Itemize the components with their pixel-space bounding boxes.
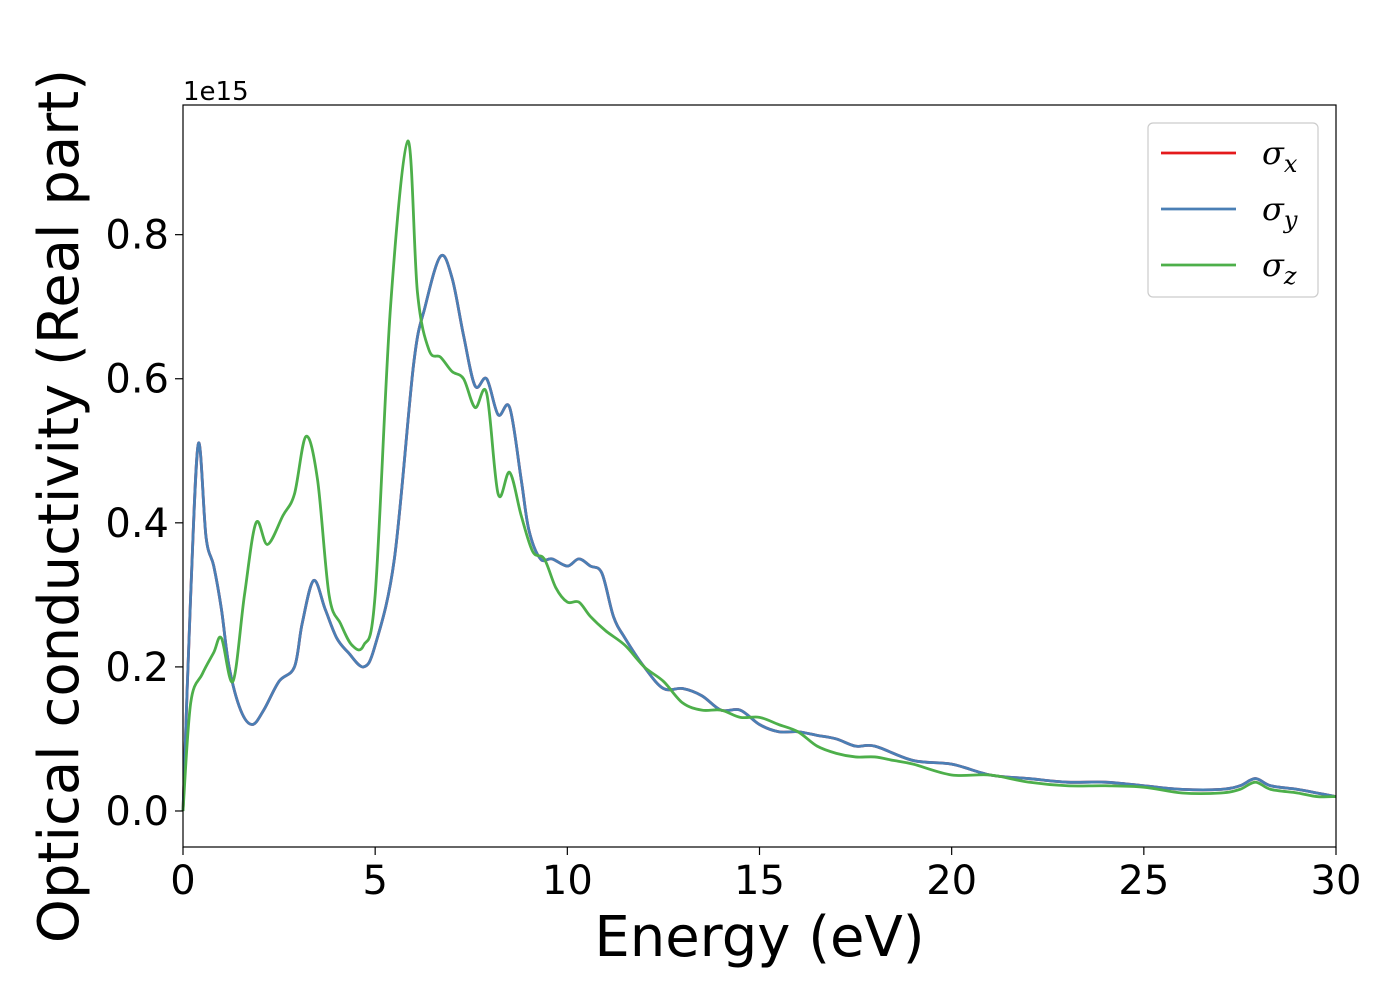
legend-label-y: σy <box>1262 190 1298 234</box>
y-tick-label: 0.0 <box>105 789 169 835</box>
legend-label-symbol: σ <box>1262 134 1285 172</box>
x-tick-label: 15 <box>734 858 785 904</box>
legend-label-symbol: σ <box>1262 190 1285 228</box>
y-tick-label: 0.8 <box>105 213 169 259</box>
x-tick-label: 30 <box>1311 858 1362 904</box>
x-axis-title: Energy (eV) <box>594 905 924 970</box>
legend-label-subscript: z <box>1283 262 1297 290</box>
y-axis-offset-label: 1e15 <box>183 77 249 107</box>
x-tick-label: 0 <box>170 858 195 904</box>
legend-label-x: σx <box>1262 134 1298 178</box>
series-line-y <box>181 253 1337 812</box>
legend-label-subscript: y <box>1283 206 1298 234</box>
legend-label-subscript: x <box>1284 150 1298 178</box>
y-tick-label: 0.6 <box>105 357 169 403</box>
legend-label-symbol: σ <box>1262 246 1285 284</box>
series-layer <box>181 139 1337 812</box>
y-tick-label: 0.4 <box>105 501 169 547</box>
series-line-z <box>181 139 1337 812</box>
y-axis-title: Optical conductivity (Real part) <box>27 69 92 943</box>
x-tick-label: 5 <box>362 858 387 904</box>
x-tick-label: 20 <box>926 858 977 904</box>
x-axis-ticks: 0 5 10 15 20 25 30 <box>170 847 1361 904</box>
x-tick-label: 10 <box>542 858 593 904</box>
x-tick-label: 25 <box>1118 858 1169 904</box>
y-tick-label: 0.2 <box>105 645 169 691</box>
y-axis-ticks: 0.0 0.2 0.4 0.6 0.8 <box>105 213 183 835</box>
legend-label-z: σz <box>1262 246 1297 290</box>
